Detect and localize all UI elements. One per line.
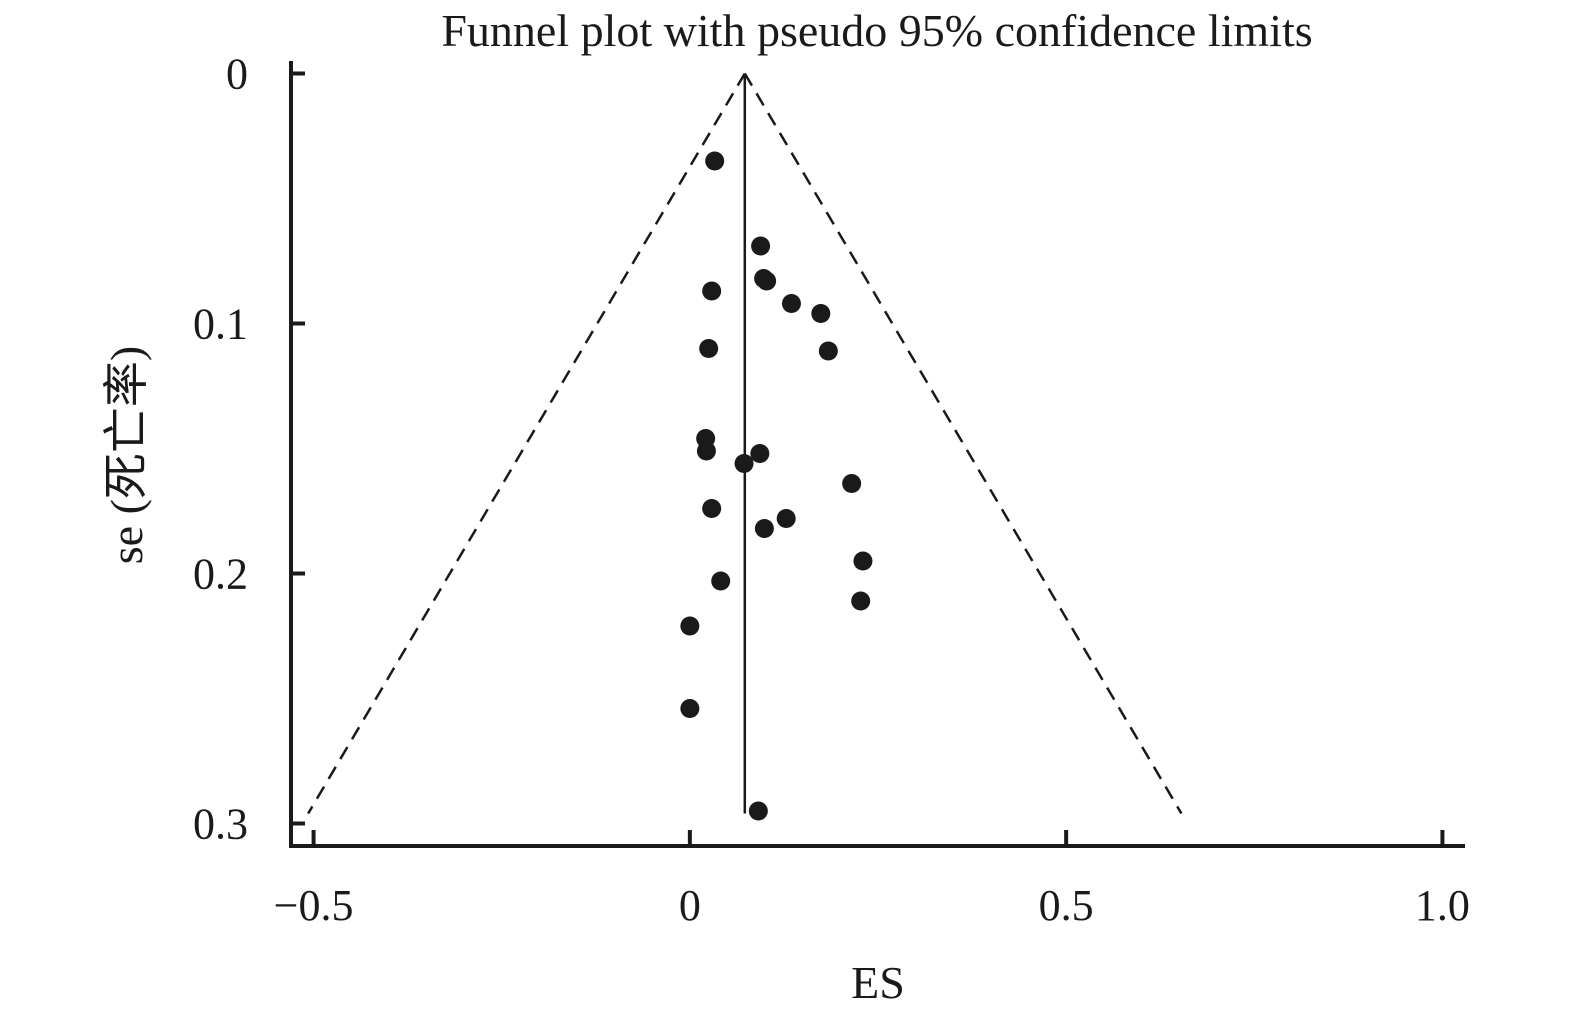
- data-point-12: [734, 454, 754, 473]
- data-point-0: [705, 151, 725, 171]
- confidence-funnel: [307, 72, 1183, 815]
- data-points: [680, 151, 873, 821]
- x-tick-label-1: 0: [679, 881, 701, 930]
- data-point-17: [853, 551, 873, 571]
- chart-title: Funnel plot with pseudo 95% confidence l…: [441, 5, 1312, 56]
- data-point-18: [711, 571, 731, 591]
- data-point-14: [702, 499, 722, 518]
- data-point-5: [781, 294, 801, 313]
- ci-upper-limit-line: [743, 72, 1183, 815]
- data-point-2: [702, 281, 722, 301]
- data-point-16: [754, 519, 774, 538]
- x-tick-label-0: −0.5: [274, 881, 354, 930]
- y-tick-label-2: 0.2: [193, 550, 248, 599]
- data-point-22: [748, 801, 768, 821]
- y-tick-label-3: 0.3: [193, 800, 248, 849]
- data-point-15: [776, 509, 796, 528]
- y-tick-label-1: 0.1: [193, 300, 248, 349]
- x-axis-label: ES: [851, 957, 905, 1008]
- x-tick-label-3: 1.0: [1415, 881, 1470, 930]
- data-point-1: [751, 236, 771, 256]
- y-axis-ticks: 0 0.1 0.2 0.3: [193, 50, 305, 849]
- data-point-19: [851, 591, 871, 611]
- data-point-4: [757, 271, 777, 291]
- data-point-20: [680, 616, 700, 636]
- data-point-10: [696, 441, 716, 461]
- x-axis-ticks: −0.5 0 0.5 1.0: [274, 830, 1470, 930]
- x-tick-label-2: 0.5: [1039, 881, 1094, 930]
- y-axis-label: se (死亡率): [101, 346, 152, 564]
- data-point-11: [750, 444, 770, 463]
- data-point-21: [680, 699, 700, 718]
- data-point-6: [811, 304, 831, 323]
- y-tick-label-0: 0: [226, 50, 248, 99]
- data-point-13: [842, 474, 862, 493]
- ci-lower-limit-line: [307, 72, 746, 815]
- data-point-8: [818, 341, 838, 361]
- data-point-7: [699, 339, 719, 358]
